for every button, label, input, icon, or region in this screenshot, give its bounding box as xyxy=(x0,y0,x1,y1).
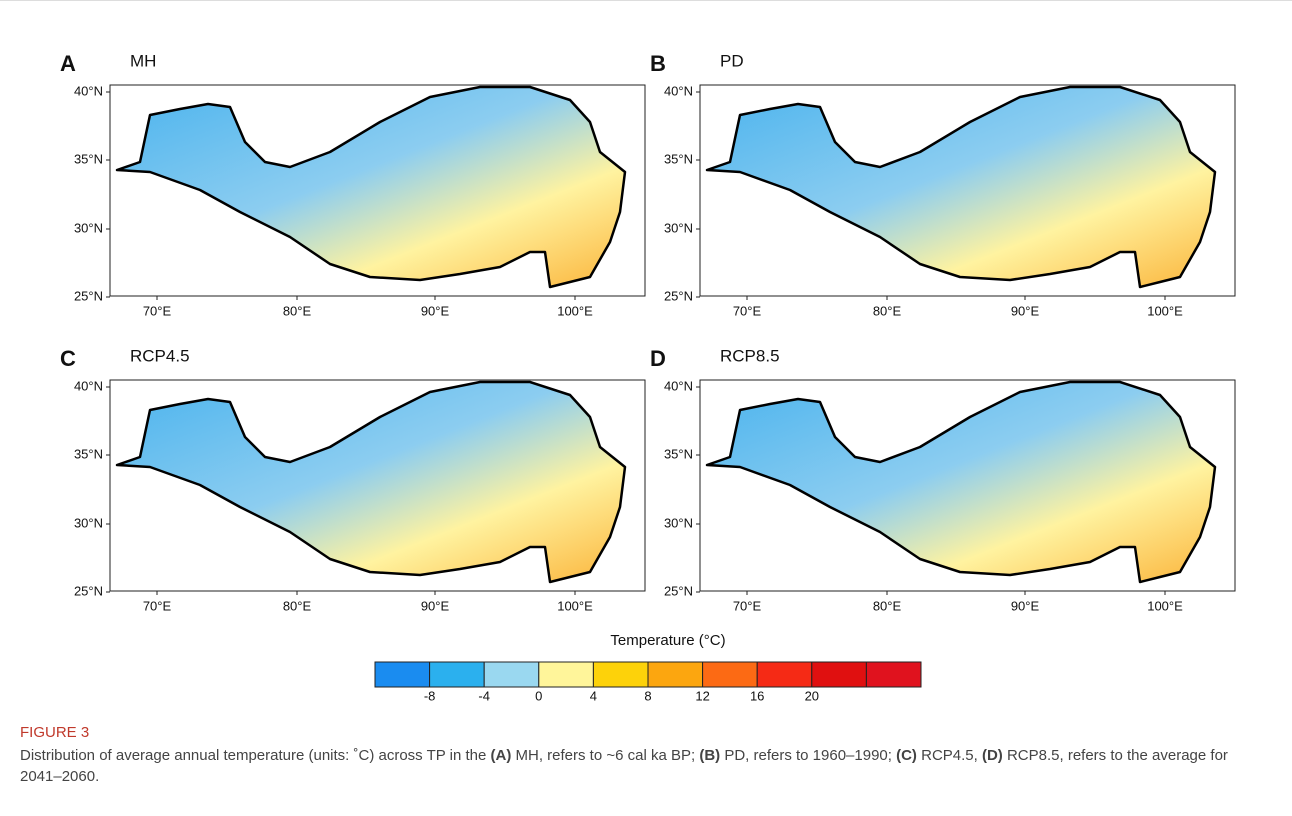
lat-label: 40°N xyxy=(664,83,693,98)
top-rule xyxy=(0,0,1292,1)
colorbar-cell xyxy=(647,661,704,688)
caption-text: (A) xyxy=(490,747,512,764)
caption: FIGURE 3 Distribution of average annual t… xyxy=(20,722,1270,787)
plateau xyxy=(705,85,1217,289)
panel-title: RCP8.5 xyxy=(720,346,780,365)
panel-letter: B xyxy=(650,51,666,76)
colorbar-cell xyxy=(538,661,594,688)
panel-title: MH xyxy=(130,51,156,70)
caption-text: MH, refers to ~6 cal ka BP; xyxy=(511,747,700,764)
lon-label: 80°E xyxy=(873,303,902,318)
lat-label: 40°N xyxy=(74,83,103,98)
lon-label: 70°E xyxy=(733,303,762,318)
lon-label: 100°E xyxy=(557,303,593,318)
map-frame xyxy=(109,379,646,592)
colorbar-cell xyxy=(702,661,758,688)
panel-letter: A xyxy=(60,51,76,76)
lon-label: 80°E xyxy=(283,303,312,318)
caption-text: RCP8.5, refers to the average for 2041–2… xyxy=(20,747,1228,785)
colorbar-label: 12 xyxy=(695,688,709,703)
caption-text: (B) xyxy=(699,747,721,764)
caption-text: Distribution of average annual temperatu… xyxy=(20,747,491,764)
lon-label: 100°E xyxy=(1147,303,1183,318)
colorbar-cell xyxy=(811,661,867,688)
lat-label: 25°N xyxy=(74,583,103,598)
colorbar-cell xyxy=(865,661,922,688)
lon-label: 100°E xyxy=(1147,598,1183,613)
colorbar-cell xyxy=(429,661,485,688)
colorbar-label: 8 xyxy=(644,688,651,703)
plateau xyxy=(115,380,627,584)
caption-text: RCP4.5, xyxy=(916,747,982,764)
colorbar-label: 4 xyxy=(590,688,597,703)
lon-label: 80°E xyxy=(283,598,312,613)
colorbar-cell xyxy=(374,661,431,688)
caption-text: (C) xyxy=(896,747,917,764)
panel-title: PD xyxy=(720,51,744,70)
map-frame xyxy=(699,379,1236,592)
map-frame xyxy=(699,84,1236,297)
caption-text: PD, refers to 1960–1990; xyxy=(720,747,897,764)
lon-label: 90°E xyxy=(421,303,450,318)
lat-label: 30°N xyxy=(664,515,693,530)
lat-label: 35°N xyxy=(664,446,693,461)
panel-title: RCP4.5 xyxy=(130,346,190,365)
lon-label: 90°E xyxy=(1011,303,1040,318)
caption-text: (D) xyxy=(981,747,1003,764)
colorbar-label: -8 xyxy=(424,688,436,703)
panel-letter: C xyxy=(60,346,76,371)
lon-label: 70°E xyxy=(143,303,172,318)
colorbar-label: 0 xyxy=(535,688,542,703)
colorbar-cell xyxy=(756,661,813,688)
lon-label: 90°E xyxy=(421,598,450,613)
lon-label: 70°E xyxy=(143,598,172,613)
lat-label: 25°N xyxy=(664,583,693,598)
lon-label: 70°E xyxy=(733,598,762,613)
lon-label: 90°E xyxy=(1011,598,1040,613)
colorbar-label: 16 xyxy=(750,688,764,703)
lat-label: 35°N xyxy=(74,446,103,461)
lat-label: 30°N xyxy=(74,220,103,235)
lat-label: 30°N xyxy=(664,220,693,235)
plateau xyxy=(115,85,627,289)
plateau xyxy=(705,380,1217,584)
panel-letter: D xyxy=(650,346,666,371)
lat-label: 40°N xyxy=(74,378,103,393)
lat-label: 35°N xyxy=(664,151,693,166)
lon-label: 80°E xyxy=(873,598,902,613)
colorbar-cell xyxy=(592,661,649,688)
colorbar-label: 20 xyxy=(805,688,819,703)
lat-label: 25°N xyxy=(664,288,693,303)
colorbar-label: -4 xyxy=(478,688,490,703)
figure: Temperature (°C) A MH 40°N 35°N 30°N 25°N 70°E… xyxy=(60,51,1236,703)
map-frame xyxy=(109,84,646,297)
lat-label: 30°N xyxy=(74,515,103,530)
lat-label: 35°N xyxy=(74,151,103,166)
colorbar-cell xyxy=(483,661,540,688)
lon-label: 100°E xyxy=(557,598,593,613)
lat-label: 25°N xyxy=(74,288,103,303)
lat-label: 40°N xyxy=(664,378,693,393)
colorbar-title: Temperature (°C) xyxy=(610,632,725,649)
caption-label: FIGURE 3 xyxy=(20,724,90,741)
